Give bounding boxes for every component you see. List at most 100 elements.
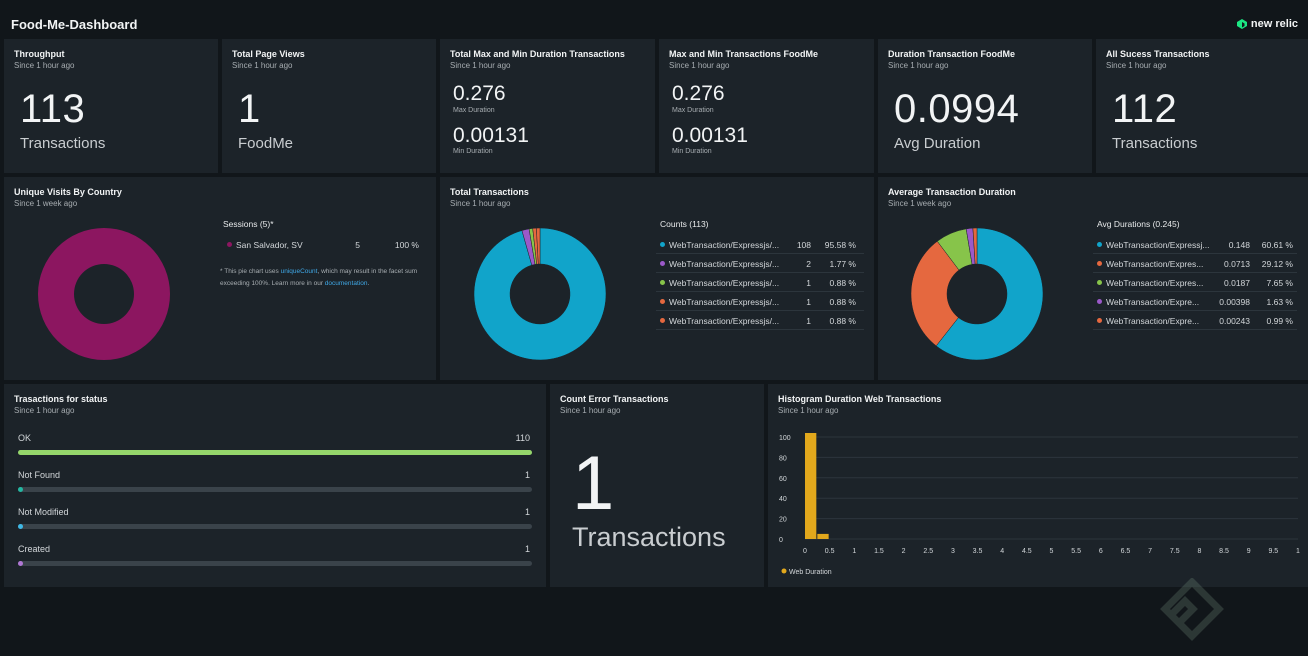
legend-dot <box>660 299 665 304</box>
legend-row[interactable]: WebTransaction/Expre... 0.00243 0.99 % <box>1093 312 1297 330</box>
tile-since: Since 1 hour ago <box>560 406 621 415</box>
x-tick-label: 1 <box>852 548 856 555</box>
unique-count-note: * This pie chart uses uniqueCount, which… <box>220 266 430 290</box>
status-row[interactable]: Not Modified 1 <box>14 507 532 537</box>
max-duration-value: 0.276 <box>453 82 506 105</box>
pie-slice[interactable] <box>911 240 960 347</box>
pie-slice[interactable] <box>536 228 541 265</box>
tile-since: Since 1 hour ago <box>669 61 730 70</box>
status-label: Not Modified <box>18 507 69 517</box>
legend-row[interactable]: WebTransaction/Expressjs/... 1 0.88 % <box>656 274 864 292</box>
platzi-watermark-icon <box>1160 578 1224 641</box>
legend-name: WebTransaction/Expres... <box>1106 259 1204 269</box>
legend-value: 108 <box>796 240 811 250</box>
legend-name: WebTransaction/Expre... <box>1106 316 1200 326</box>
histogram-tile[interactable]: Histogram Duration Web Transactions Sinc… <box>768 384 1308 587</box>
unique-count-link[interactable]: uniqueCount <box>280 268 318 275</box>
min-duration-value: 0.00131 <box>672 124 748 147</box>
billboard-value: 112 <box>1112 87 1178 131</box>
y-tick-label: 20 <box>779 517 787 524</box>
legend-dot <box>1097 261 1102 266</box>
status-count: 110 <box>515 433 530 443</box>
brand-label: new relic <box>1250 18 1298 30</box>
x-tick-label: 2 <box>902 548 906 555</box>
tile-since: Since 1 week ago <box>888 199 952 208</box>
unique-visits-tile[interactable]: Unique Visits By Country Since 1 week ag… <box>4 177 436 380</box>
documentation-link[interactable]: documentation <box>324 280 368 287</box>
legend-percent: 0.88 % <box>829 278 856 288</box>
legend-row[interactable]: WebTransaction/Expressjs/... 1 0.88 % <box>656 312 864 330</box>
legend-value: 1 <box>806 278 811 288</box>
legend-row[interactable]: WebTransaction/Expressjs/... 108 95.58 % <box>656 236 864 254</box>
legend-value: 0.148 <box>1228 240 1250 250</box>
tile-title: Count Error Transactions <box>560 394 669 404</box>
pie-slice[interactable] <box>38 228 170 360</box>
legend-value: 5 <box>355 240 360 250</box>
status-count: 1 <box>524 507 530 517</box>
note-prefix: * This pie chart uses <box>220 268 281 275</box>
x-tick-label: 9.5 <box>1268 548 1278 555</box>
avg-duration-tile[interactable]: Average Transaction Duration Since 1 wee… <box>878 177 1308 380</box>
histogram-chart: 0 20 40 60 80 100 0 0.5 1 1.5 2 2.5 3 3.5 4 4.5 5 5.5 6 6.5… <box>779 433 1300 576</box>
x-tick-label: 1.5 <box>874 548 884 555</box>
tile-title: Average Transaction Duration <box>888 187 1016 197</box>
total-max-min-tile[interactable]: Total Max and Min Duration Transactions … <box>440 39 655 173</box>
legend-name: WebTransaction/Expres... <box>1106 278 1204 288</box>
legend-dot <box>1097 280 1102 285</box>
x-tick-label: 6 <box>1099 548 1103 555</box>
x-tick-label: 8.5 <box>1219 548 1229 555</box>
tile-title: Histogram Duration Web Transactions <box>778 394 942 404</box>
x-tick-label: 8 <box>1197 548 1201 555</box>
status-tile[interactable]: Trasactions for status Since 1 hour ago … <box>4 384 546 587</box>
status-label: Created <box>18 544 51 554</box>
billboard-label: Transactions <box>572 522 726 552</box>
x-tick-label: 5 <box>1050 548 1054 555</box>
legend-percent: 7.65 % <box>1266 278 1293 288</box>
billboard-value: 0.0994 <box>894 87 1020 131</box>
status-count: 1 <box>524 544 530 554</box>
status-label: Not Found <box>18 470 61 480</box>
min-duration-value: 0.00131 <box>453 124 529 147</box>
max-duration-value: 0.276 <box>672 82 725 105</box>
status-row[interactable]: Created 1 <box>14 544 532 574</box>
legend-row[interactable]: WebTransaction/Expressjs/... 1 0.88 % <box>656 293 864 311</box>
x-tick-label: 3.5 <box>973 548 983 555</box>
legend-percent: 29.12 % <box>1261 259 1293 269</box>
page-views-tile[interactable]: Total Page Views Since 1 hour ago 1 Food… <box>222 39 436 173</box>
legend-row[interactable]: WebTransaction/Expre... 0.00398 1.63 % <box>1093 293 1297 311</box>
errors-tile[interactable]: Count Error Transactions Since 1 hour ag… <box>550 384 764 587</box>
legend-row[interactable]: WebTransaction/Expressjs/... 2 1.77 % <box>656 255 864 273</box>
duration-foodme-tile[interactable]: Duration Transaction FoodMe Since 1 hour… <box>878 39 1092 173</box>
new-relic-brand[interactable]: new relic <box>1236 18 1298 30</box>
new-relic-logo-icon <box>1236 19 1247 29</box>
billboard-label: Transactions <box>1112 135 1198 152</box>
legend-row[interactable]: WebTransaction/Expres... 0.0713 29.12 % <box>1093 255 1297 273</box>
tile-since: Since 1 hour ago <box>14 406 75 415</box>
pie-slice[interactable] <box>474 228 606 360</box>
tile-title: Unique Visits By Country <box>14 187 122 197</box>
legend-row[interactable]: WebTransaction/Expressj... 0.148 60.61 % <box>1093 236 1297 254</box>
total-transactions-tile[interactable]: Total Transactions Since 1 hour ago Coun… <box>440 177 874 380</box>
max-min-foodme-tile[interactable]: Max and Min Transactions FoodMe Since 1 … <box>659 39 874 173</box>
tile-title: Total Max and Min Duration Transactions <box>450 49 625 59</box>
billboard-value: 113 <box>20 87 86 131</box>
legend-dot <box>660 242 665 247</box>
status-row[interactable]: Not Found 1 <box>14 470 532 500</box>
legend-name: WebTransaction/Expressjs/... <box>669 297 780 307</box>
status-row[interactable]: OK 110 <box>14 433 532 463</box>
legend-name: WebTransaction/Expre... <box>1106 297 1200 307</box>
legend-percent: 0.88 % <box>829 297 856 307</box>
x-tick-label: 4 <box>1000 548 1004 555</box>
success-tile[interactable]: All Sucess Transactions Since 1 hour ago… <box>1096 39 1308 173</box>
legend-label[interactable]: Web Duration <box>789 569 832 576</box>
histogram-bar[interactable] <box>805 433 817 539</box>
legend-title: Counts (113) <box>660 219 709 229</box>
tile-since: Since 1 hour ago <box>888 61 949 70</box>
legend-value: 1 <box>806 316 811 326</box>
billboard-value: 1 <box>238 87 261 131</box>
throughput-tile[interactable]: Throughput Since 1 hour ago 113 Transact… <box>4 39 218 173</box>
pie-slice[interactable] <box>972 228 978 265</box>
histogram-bar[interactable] <box>817 533 829 539</box>
legend-row[interactable]: San Salvador, SV 5 100 % <box>223 236 423 254</box>
legend-row[interactable]: WebTransaction/Expres... 0.0187 7.65 % <box>1093 274 1297 292</box>
